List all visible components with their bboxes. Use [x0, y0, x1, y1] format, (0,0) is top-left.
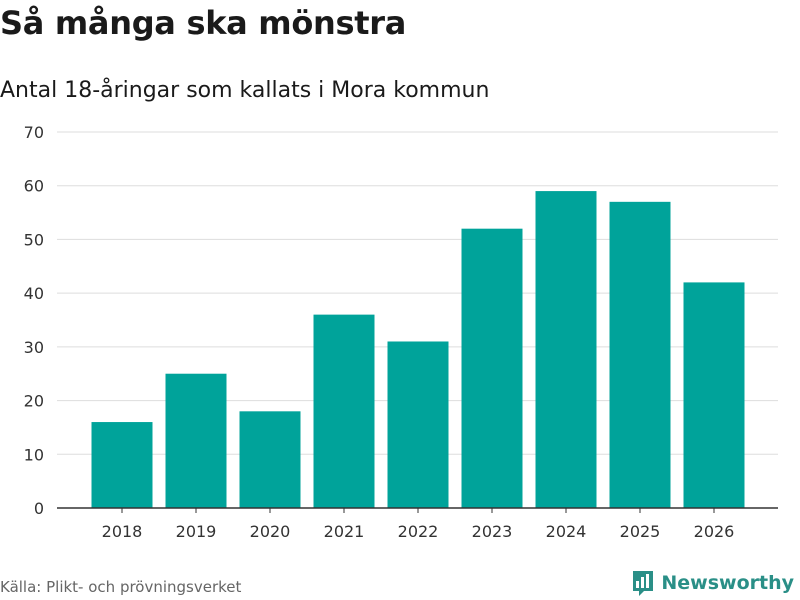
bar-2025[interactable]: [609, 201, 671, 509]
bar-2023[interactable]: [461, 228, 523, 508]
source-note: Källa: Plikt- och prövningsverket: [0, 578, 242, 596]
y-tick-label: 0: [34, 499, 44, 518]
bar-2024[interactable]: [535, 191, 597, 509]
bar-2019[interactable]: [165, 373, 227, 508]
y-tick-label: 30: [24, 338, 44, 357]
x-tick-label: 2018: [102, 522, 143, 541]
newsworthy-logo-icon: [633, 571, 654, 596]
x-tick-label: 2021: [324, 522, 365, 541]
y-axis-ticks: 0 10 20 30 40 50 60 70: [24, 123, 44, 518]
bar-2026[interactable]: [683, 282, 745, 508]
bar-2018[interactable]: [91, 422, 153, 508]
y-tick-label: 60: [24, 177, 44, 196]
x-axis-ticks: 2018 2019 2020 2021 2022 2023 2024 2025 2026: [102, 508, 735, 541]
brand-name: Newsworthy: [661, 572, 794, 594]
bar-2022[interactable]: [387, 341, 449, 508]
bar-2020[interactable]: [239, 411, 301, 508]
y-tick-label: 10: [24, 445, 44, 464]
bars: [91, 191, 745, 509]
x-tick-label: 2020: [250, 522, 291, 541]
x-tick-label: 2022: [398, 522, 439, 541]
x-tick-label: 2023: [472, 522, 513, 541]
x-tick-label: 2026: [694, 522, 735, 541]
bar-2021[interactable]: [313, 314, 375, 508]
x-tick-label: 2024: [546, 522, 587, 541]
y-tick-label: 50: [24, 230, 44, 249]
x-tick-label: 2025: [620, 522, 661, 541]
y-tick-label: 40: [24, 284, 44, 303]
chart-subtitle: Antal 18-åringar som kallats i Mora komm…: [0, 78, 490, 103]
y-tick-label: 70: [24, 123, 44, 142]
brand-logo[interactable]: Newsworthy: [631, 569, 794, 597]
chart-title: Så många ska mönstra: [0, 4, 407, 42]
y-tick-label: 20: [24, 392, 44, 411]
x-tick-label: 2019: [176, 522, 217, 541]
